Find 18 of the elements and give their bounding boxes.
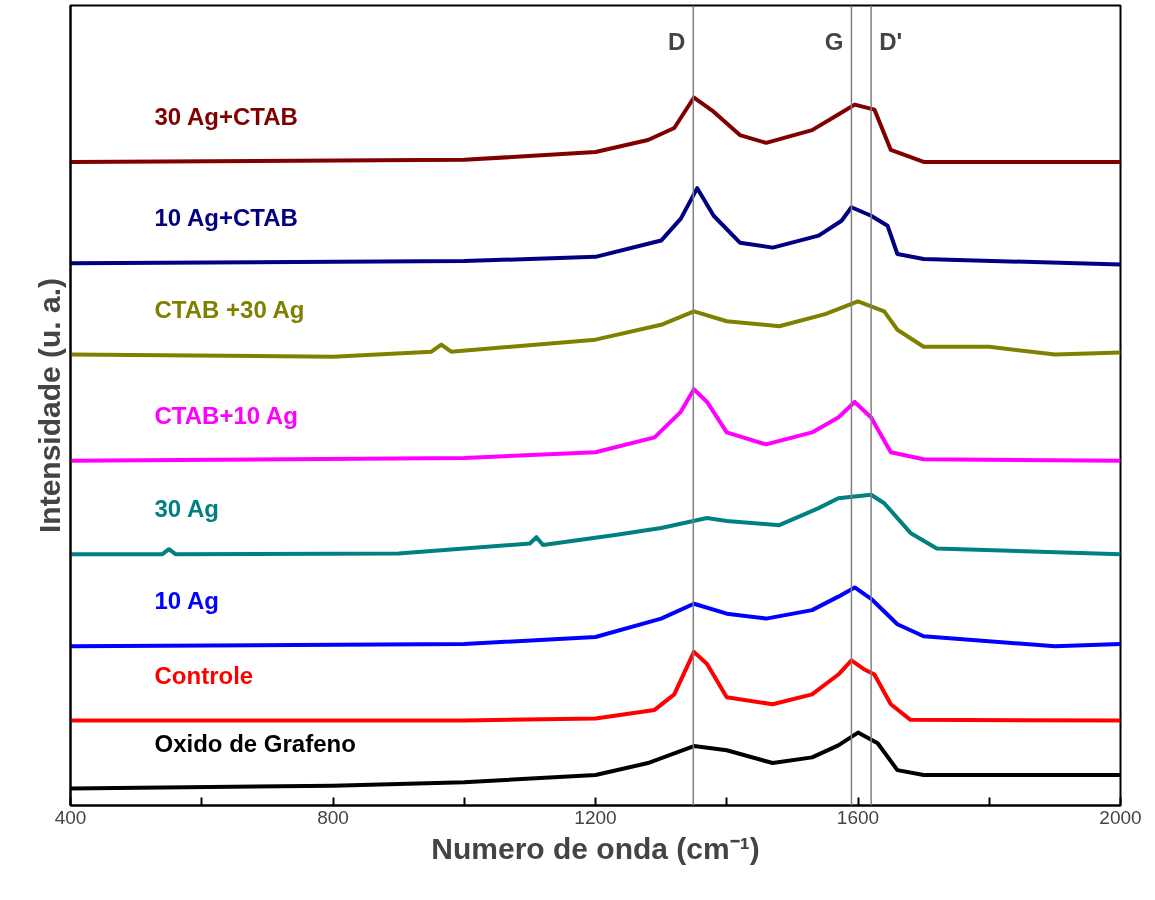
series-label: CTAB+10 Ag — [154, 401, 298, 429]
ref-line-label: G — [824, 28, 844, 56]
x-axis-title: Numero de onda (cm⁻¹) — [431, 831, 760, 865]
ref-line-label: D' — [879, 28, 903, 56]
x-tick-label: 1200 — [574, 806, 617, 828]
series-label: Oxido de Grafeno — [154, 729, 356, 757]
series-label: 10 Ag+CTAB — [154, 204, 298, 232]
series-label: 10 Ag — [154, 587, 219, 615]
x-tick-label: 2000 — [1099, 806, 1142, 828]
series-label: Controle — [154, 661, 254, 689]
x-tick-label: 1600 — [836, 806, 880, 828]
series-label: 30 Ag — [154, 495, 219, 523]
ref-line-label: D — [667, 28, 686, 56]
y-axis-title: Intensidade (u. a.) — [32, 277, 66, 534]
series-label: CTAB +30 Ag — [154, 295, 305, 323]
x-tick-label: 800 — [317, 806, 349, 828]
x-tick-label: 400 — [54, 806, 87, 828]
series-label: 30 Ag+CTAB — [154, 103, 298, 131]
